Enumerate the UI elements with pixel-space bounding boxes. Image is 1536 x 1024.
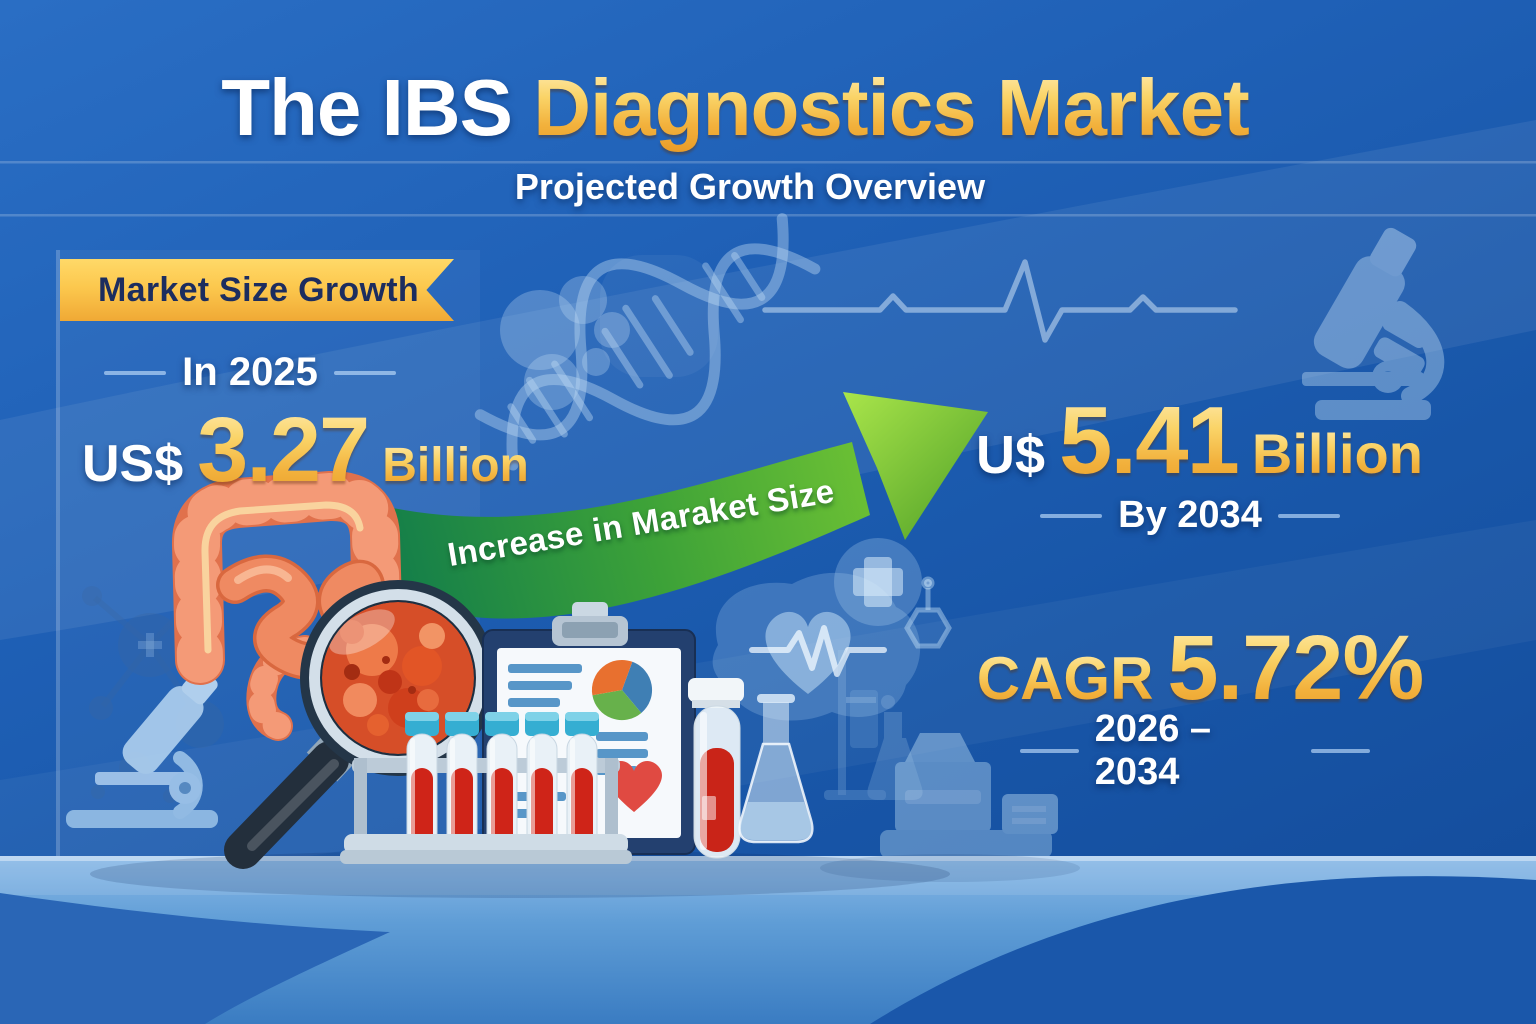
market-size-2034: U$ 5.41 Billion [976,386,1423,496]
period-2025-label: In 2025 [182,350,318,394]
heart-icon [606,760,662,812]
growth-arrow-icon [370,392,988,619]
divider-dash [104,370,167,375]
dna-helix-icon [474,213,821,471]
medical-cross-icon [834,538,922,626]
unit-2025: Billion [382,439,529,492]
cagr-label: CAGR [976,645,1154,712]
divider-dash [1020,749,1079,753]
divider-dash [1040,513,1103,518]
lab-analyzer-icon [880,733,1058,858]
test-tubes [405,712,599,853]
erlenmeyer-flask-icon [738,694,814,844]
period-2025: In 2025 [80,350,420,395]
ecg-line-icon [762,259,1238,343]
page-title: The IBS Diagnostics Market [0,66,1470,150]
microscope-icon [1302,227,1445,420]
divider-dash [1277,513,1340,518]
page-subtitle: Projected Growth Overview [514,166,986,207]
unit-2034: Billion [1251,422,1423,485]
market-size-2025: US$ 3.27 Billion [82,398,529,503]
title-highlight: Diagnostics Market [533,63,1250,152]
cagr-period: 2026 – 2034 [1020,708,1370,794]
blood-sample-tube [688,678,744,859]
cell-cluster-icon [500,255,718,410]
currency-2025: US$ [82,435,184,493]
value-2025: 3.27 [197,399,370,501]
period-2034-label: By 2034 [1118,494,1262,536]
pie-chart-icon [591,659,653,721]
period-2034: By 2034 [1030,494,1350,537]
cagr-value: 5.72% [1167,617,1424,719]
value-2034: 5.41 [1059,387,1240,494]
ribbon-banner: Market Size Growth [60,259,454,321]
cagr-stat: CAGR 5.72% [976,616,1425,721]
ribbon-label: Market Size Growth [98,270,419,309]
title-prefix: The IBS [221,63,513,152]
heart-pulse-icon [712,572,921,721]
table-surface [0,850,1536,1024]
hexagon-molecule-icon [904,576,952,649]
currency-2034: U$ [976,425,1046,485]
cagr-period-label: 2026 – 2034 [1094,708,1212,793]
divider-dash [333,370,396,375]
divider-dash [1311,749,1370,753]
blood-test-tube-rack [340,712,632,864]
magnifier-microbes-icon [224,580,496,869]
